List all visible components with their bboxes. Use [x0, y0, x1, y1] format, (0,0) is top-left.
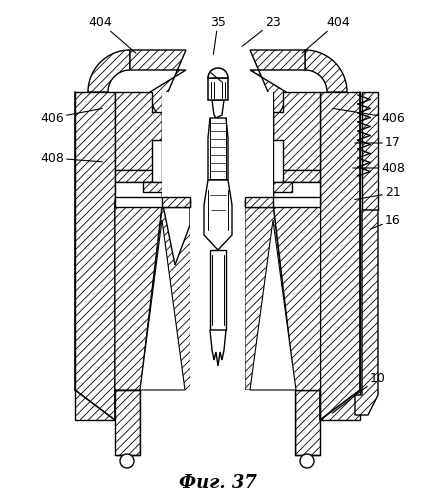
Polygon shape [273, 182, 292, 192]
Circle shape [120, 454, 134, 468]
Polygon shape [162, 92, 273, 200]
Polygon shape [210, 250, 226, 330]
Polygon shape [305, 50, 347, 92]
Polygon shape [273, 92, 320, 170]
Polygon shape [115, 205, 162, 390]
Polygon shape [115, 92, 162, 170]
Polygon shape [140, 390, 295, 470]
Text: 17: 17 [355, 137, 401, 150]
Polygon shape [245, 200, 320, 390]
Text: 404: 404 [302, 15, 350, 53]
Polygon shape [273, 205, 320, 390]
Text: 21: 21 [355, 187, 401, 200]
Polygon shape [208, 78, 228, 100]
Polygon shape [208, 68, 228, 78]
Polygon shape [208, 118, 228, 180]
Polygon shape [140, 205, 190, 390]
Polygon shape [75, 92, 115, 420]
Text: 35: 35 [210, 15, 226, 54]
Circle shape [300, 454, 314, 468]
Polygon shape [245, 197, 320, 207]
Polygon shape [115, 197, 190, 207]
Polygon shape [355, 210, 378, 415]
Text: 406: 406 [333, 108, 405, 124]
Polygon shape [212, 100, 224, 118]
Polygon shape [115, 390, 140, 455]
Polygon shape [143, 182, 162, 192]
Polygon shape [245, 197, 273, 207]
Text: 408: 408 [40, 152, 102, 165]
Text: 16: 16 [371, 214, 401, 229]
Polygon shape [245, 205, 295, 390]
Polygon shape [320, 92, 360, 420]
Polygon shape [250, 220, 296, 390]
Polygon shape [362, 92, 378, 210]
Polygon shape [162, 197, 190, 207]
Polygon shape [210, 330, 226, 366]
Polygon shape [115, 200, 190, 390]
Text: 23: 23 [242, 15, 281, 46]
Polygon shape [273, 182, 320, 200]
Polygon shape [115, 182, 162, 200]
Text: Фиг. 37: Фиг. 37 [179, 474, 257, 492]
Text: 404: 404 [88, 15, 136, 53]
Polygon shape [140, 220, 185, 390]
Polygon shape [115, 170, 152, 182]
Polygon shape [295, 390, 320, 455]
Polygon shape [204, 180, 232, 250]
Polygon shape [190, 200, 245, 390]
Polygon shape [162, 200, 190, 265]
Polygon shape [130, 50, 305, 128]
Text: 10: 10 [332, 371, 386, 413]
Polygon shape [88, 50, 130, 92]
Text: 406: 406 [40, 108, 102, 124]
Text: 408: 408 [353, 162, 405, 175]
Polygon shape [283, 170, 320, 182]
